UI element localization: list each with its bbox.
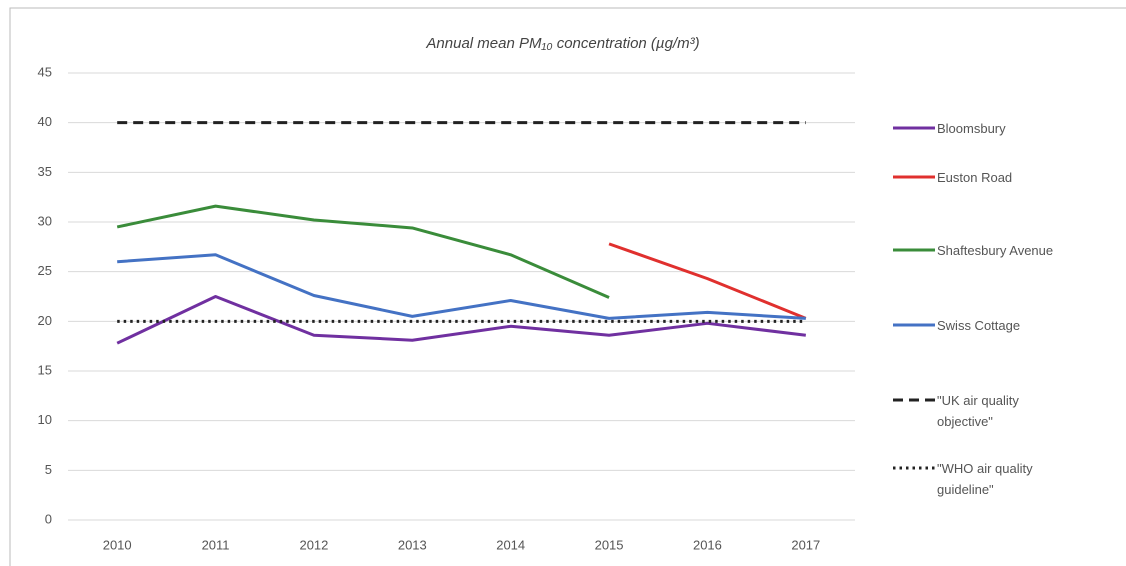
x-tick-label: 2011 — [202, 537, 230, 552]
y-tick-label: 35 — [38, 164, 52, 179]
x-tick-label: 2010 — [103, 537, 132, 552]
series-line — [608, 242, 807, 320]
legend-label: Shaftesbury Avenue — [937, 243, 1054, 258]
legend-label: Bloomsbury — [937, 121, 1006, 136]
legend-label: "UK air quality objective" — [937, 393, 1019, 429]
y-tick-label: 45 — [38, 64, 52, 79]
y-tick-label: 40 — [38, 114, 52, 129]
y-tick-label: 0 — [45, 511, 52, 526]
x-tick-label: 2014 — [496, 537, 525, 552]
y-tick-label: 10 — [38, 412, 52, 427]
series-line — [116, 204, 610, 299]
y-tick-label: 25 — [38, 263, 52, 278]
x-tick-label: 2012 — [299, 537, 328, 552]
legend-label: Swiss Cottage — [937, 318, 1021, 333]
series-line — [117, 253, 806, 320]
legend-label: "WHO air quality guideline" — [937, 461, 1033, 497]
chart-frame — [9, 7, 1126, 566]
series-line — [116, 295, 806, 345]
chart-title: Annual mean PM₁₀ concentration (µg/m³) — [425, 35, 699, 52]
y-tick-label: 30 — [38, 213, 52, 228]
y-tick-label: 5 — [45, 462, 52, 477]
legend-label: Euston Road — [937, 170, 1013, 185]
x-tick-label: 2015 — [595, 537, 624, 552]
y-tick-label: 15 — [38, 362, 52, 377]
x-tick-label: 2016 — [693, 537, 722, 552]
x-tick-label: 2013 — [398, 537, 427, 552]
y-tick-label: 20 — [38, 313, 52, 328]
x-tick-label: 2017 — [791, 537, 820, 552]
